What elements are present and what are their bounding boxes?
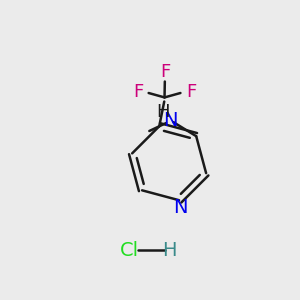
Text: N: N	[163, 111, 177, 130]
Text: Cl: Cl	[120, 241, 139, 260]
Text: H: H	[162, 241, 176, 260]
Text: F: F	[160, 62, 170, 80]
Text: F: F	[186, 82, 196, 100]
Text: N: N	[173, 198, 188, 217]
Text: F: F	[133, 82, 143, 100]
Text: H: H	[157, 103, 170, 121]
